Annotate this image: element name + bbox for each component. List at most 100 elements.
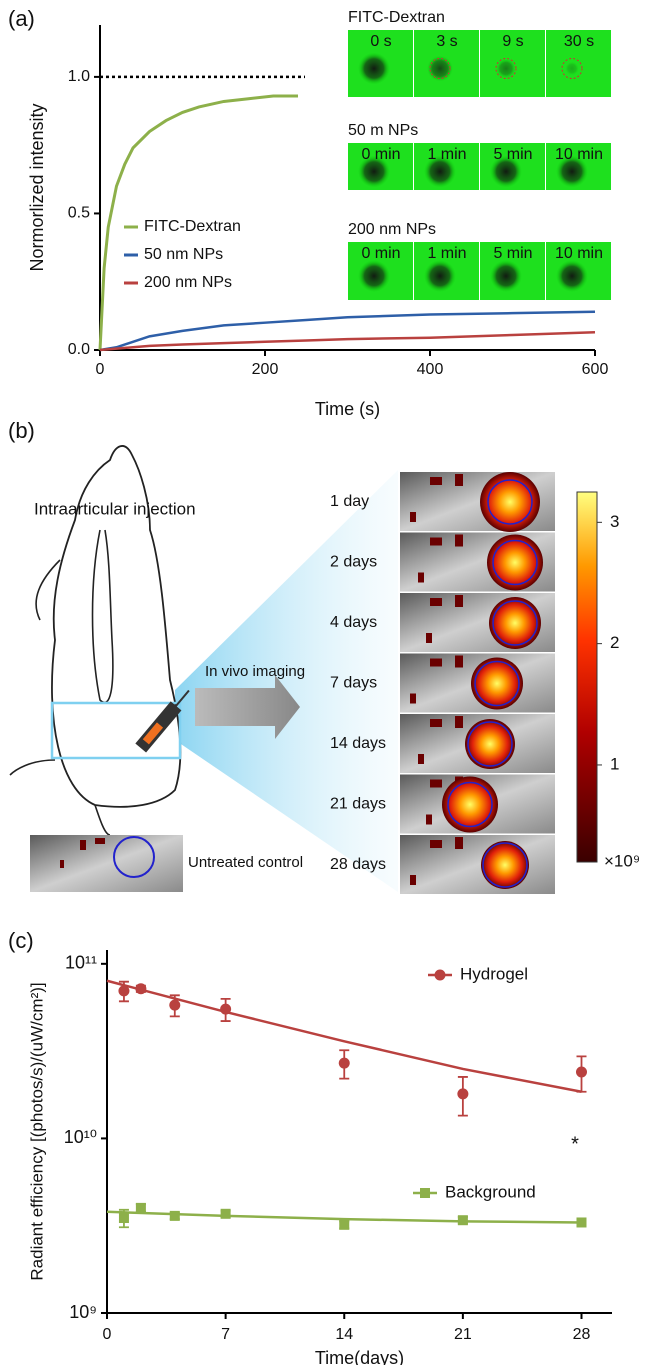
roi-circle xyxy=(492,600,538,646)
legend-marker xyxy=(434,969,446,981)
heatmap-signal xyxy=(481,841,529,889)
inset-frame-label: 0 min xyxy=(361,245,400,262)
panel-label: (a) xyxy=(8,6,35,31)
view-fan xyxy=(175,470,398,892)
heatmap-signal xyxy=(471,657,523,710)
data-point xyxy=(118,985,130,997)
day-label: 28 days xyxy=(330,856,386,873)
fit-curve xyxy=(106,979,582,1093)
data-point xyxy=(169,1210,180,1221)
day-label: 21 days xyxy=(330,796,386,813)
x-tick-label: 0 xyxy=(96,361,105,378)
x-tick-label: 0 xyxy=(103,1326,112,1343)
inset-frame xyxy=(546,30,611,97)
inset-spot xyxy=(358,52,390,85)
inset-spot xyxy=(565,61,579,76)
series-line xyxy=(98,94,298,351)
inset-spot xyxy=(496,58,516,79)
heatmap-speckle xyxy=(410,837,463,885)
data-point xyxy=(169,999,181,1011)
bleach-circle xyxy=(429,58,451,79)
inset-frame-label: 30 s xyxy=(564,33,594,50)
day-label: 14 days xyxy=(330,735,386,752)
x-tick-label: 200 xyxy=(252,361,279,378)
inset-spot xyxy=(490,260,522,292)
inset-frame-label: 0 min xyxy=(361,146,400,163)
heatmap-signal xyxy=(487,534,543,591)
heatmap-speckle xyxy=(418,716,463,764)
control-image xyxy=(30,835,183,892)
x-axis-label: Time(days) xyxy=(315,1348,404,1365)
x-tick-label: 28 xyxy=(573,1326,591,1343)
inset-frame-label: 1 min xyxy=(427,245,466,262)
axes xyxy=(106,950,612,1314)
day-label: 7 days xyxy=(330,675,377,692)
inset-title: 200 nm NPs xyxy=(348,221,436,238)
y-axis-label: Normorlized intensity xyxy=(27,103,47,271)
y-tick-label: 1.0 xyxy=(68,68,90,85)
bleach-circle xyxy=(495,58,517,79)
data-point xyxy=(338,1057,350,1069)
x-tick-label: 21 xyxy=(454,1326,472,1343)
day-label: 1 day xyxy=(330,493,369,510)
roi-circle xyxy=(447,781,493,828)
data-point xyxy=(339,1219,350,1230)
roi-circle xyxy=(482,842,528,888)
roi-circle xyxy=(492,539,538,586)
series-line xyxy=(99,310,596,352)
x-tick-label: 7 xyxy=(221,1326,230,1343)
inset-spot xyxy=(424,260,456,292)
colorbar-tick-label: 1 xyxy=(610,754,619,773)
day-label: 2 days xyxy=(330,554,377,571)
series-line xyxy=(99,330,596,352)
legend-marker xyxy=(420,1188,430,1198)
annotation: * xyxy=(571,1133,579,1155)
inset-spot xyxy=(490,155,522,188)
data-point xyxy=(457,1215,468,1226)
legend-label: FITC-Dextran xyxy=(144,218,241,235)
heatmap-signal xyxy=(442,776,498,833)
arrow xyxy=(195,675,300,739)
roi-box xyxy=(50,701,182,760)
heatmap-speckle xyxy=(426,595,463,643)
y-tick-label: 0.5 xyxy=(68,205,90,222)
heatmap-speckle xyxy=(410,474,463,522)
y-tick-label: 0.0 xyxy=(68,341,90,358)
heatmap-speckle xyxy=(410,655,463,704)
inset-frame-label: 1 min xyxy=(427,146,466,163)
legend-label: 50 nm NPs xyxy=(144,246,223,263)
inset-spot xyxy=(556,155,588,188)
inset-spot xyxy=(424,155,456,188)
heatmap-speckle xyxy=(418,534,463,583)
arrow-label: In vivo imaging xyxy=(205,663,305,680)
data-point xyxy=(135,1202,146,1213)
mouse-outline xyxy=(9,529,114,836)
syringe xyxy=(135,689,190,753)
y-tick-label: 10⁹ xyxy=(69,1302,97,1322)
colorbar-unit: ×10⁹ xyxy=(604,851,640,870)
inset-spot xyxy=(427,55,453,82)
heatmap-signal xyxy=(465,719,515,769)
data-point xyxy=(220,1208,231,1219)
x-tick-label: 400 xyxy=(417,361,444,378)
inset-frame-label: 0 s xyxy=(370,33,391,50)
colorbar-tick-label: 3 xyxy=(610,512,619,531)
control-label: Untreated control xyxy=(188,854,303,871)
inset-frame-label: 5 min xyxy=(493,245,532,262)
inset-title: 50 m NPs xyxy=(348,122,418,139)
inset-frame-label: 10 min xyxy=(555,245,603,262)
inset-spot xyxy=(358,155,390,188)
inset-title: FITC-Dextran xyxy=(348,9,445,26)
inset-frame-label: 3 s xyxy=(436,33,457,50)
x-tick-label: 14 xyxy=(335,1326,353,1343)
colorbar xyxy=(576,491,598,863)
heatmap-image xyxy=(400,835,555,894)
y-tick-label: 10¹⁰ xyxy=(64,1127,97,1147)
data-point xyxy=(457,1088,469,1100)
heatmap-signal xyxy=(480,472,540,532)
inset-frame-label: 5 min xyxy=(493,146,532,163)
heatmap-signal xyxy=(489,597,541,649)
bleach-circle xyxy=(561,58,583,79)
data-point xyxy=(220,1003,232,1015)
